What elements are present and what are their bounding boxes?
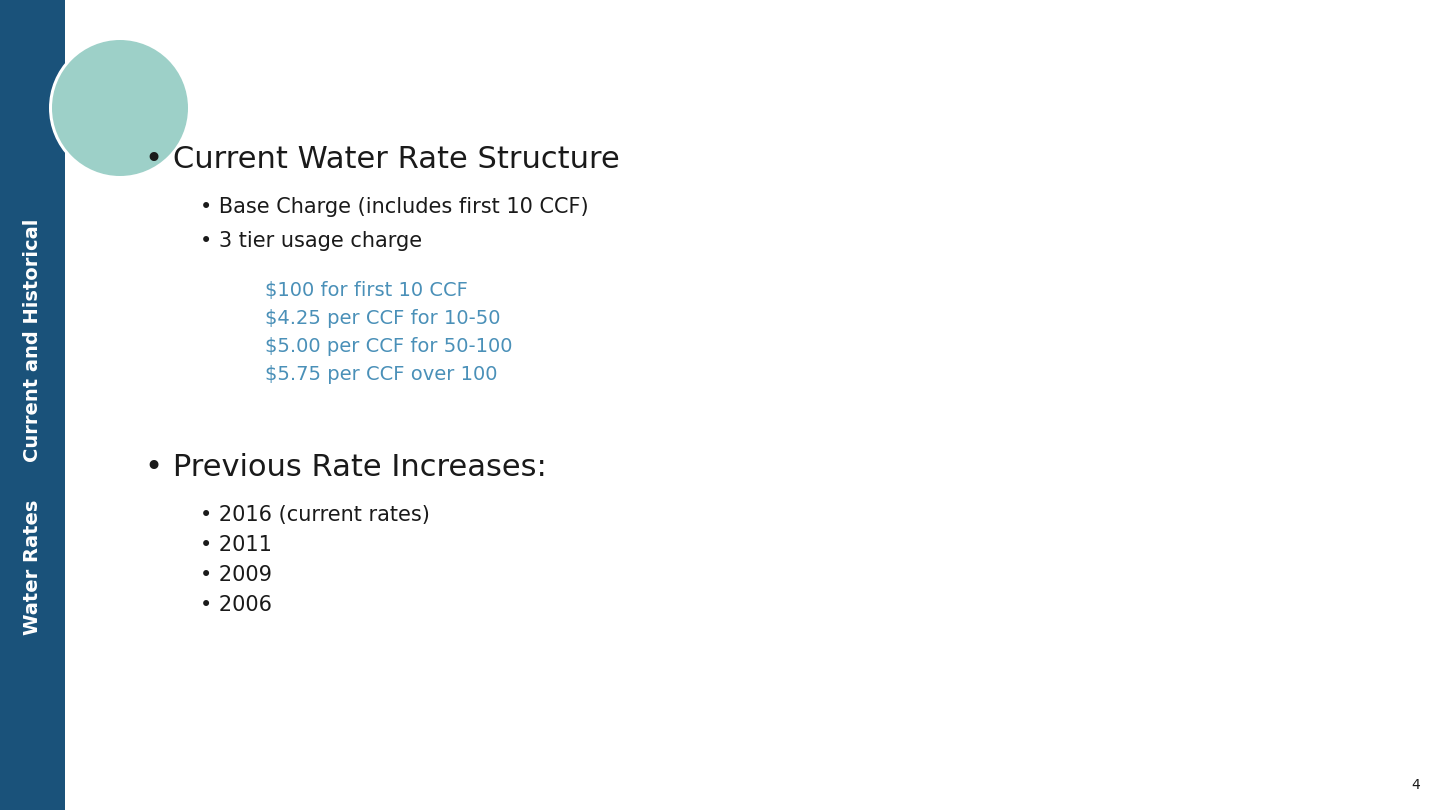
Text: • 2006: • 2006 xyxy=(200,595,272,615)
Bar xyxy=(0,0,65,810)
Text: $5.75 per CCF over 100: $5.75 per CCF over 100 xyxy=(265,365,497,384)
Ellipse shape xyxy=(52,40,189,176)
Text: $5.00 per CCF for 50-100: $5.00 per CCF for 50-100 xyxy=(265,337,513,356)
Text: • Current Water Rate Structure: • Current Water Rate Structure xyxy=(145,145,619,174)
Text: $4.25 per CCF for 10-50: $4.25 per CCF for 10-50 xyxy=(265,309,501,328)
Text: Water Rates: Water Rates xyxy=(23,499,42,635)
Text: • 2009: • 2009 xyxy=(200,565,272,585)
Text: • Base Charge (includes first 10 CCF): • Base Charge (includes first 10 CCF) xyxy=(200,197,589,217)
Text: • 3 tier usage charge: • 3 tier usage charge xyxy=(200,231,422,251)
Text: $100 for first 10 CCF: $100 for first 10 CCF xyxy=(265,281,468,300)
Text: • 2016 (current rates): • 2016 (current rates) xyxy=(200,505,431,525)
Text: Current and Historical: Current and Historical xyxy=(23,219,42,462)
Text: • Previous Rate Increases:: • Previous Rate Increases: xyxy=(145,453,547,482)
Ellipse shape xyxy=(49,37,192,179)
Text: • 2011: • 2011 xyxy=(200,535,272,555)
Text: 4: 4 xyxy=(1411,778,1420,792)
